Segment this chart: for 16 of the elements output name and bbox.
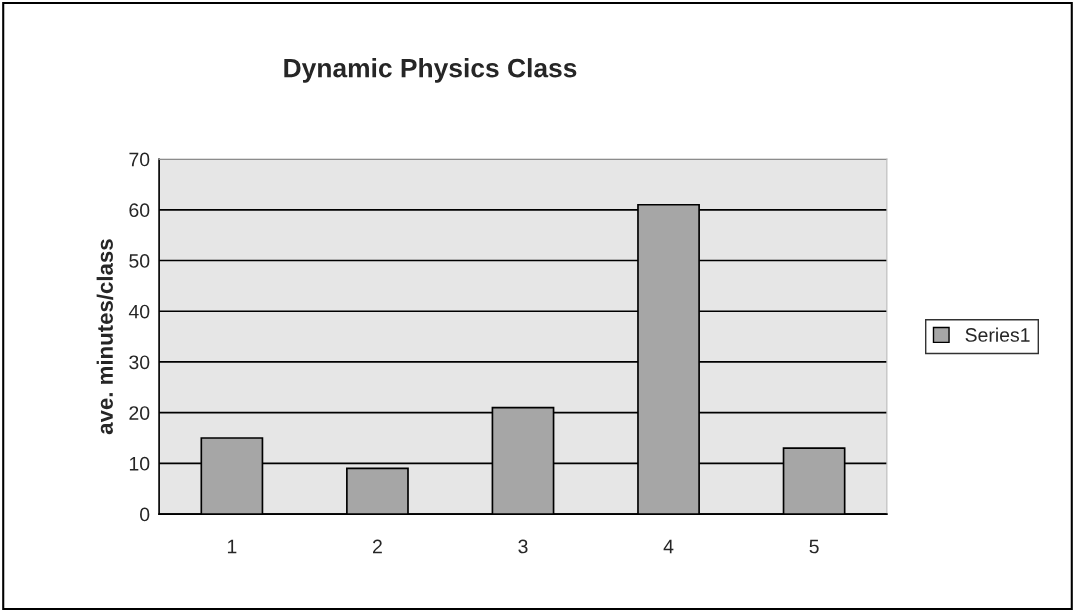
y-axis-title: ave. minutes/class bbox=[96, 239, 114, 435]
y-tick-label: 40 bbox=[128, 304, 150, 319]
x-tick-label: 4 bbox=[663, 539, 674, 554]
chart-title: Dynamic Physics Class bbox=[284, 58, 577, 83]
x-tick-label: 5 bbox=[809, 539, 819, 554]
y-tick-label: 30 bbox=[129, 355, 150, 370]
legend-label: Series1 bbox=[965, 327, 1030, 342]
y-tick-label: 20 bbox=[129, 406, 150, 420]
x-tick-label: 2 bbox=[373, 539, 382, 554]
y-tick-label: 60 bbox=[129, 203, 150, 218]
x-tick-label: 3 bbox=[518, 539, 528, 554]
x-tick-label: 1 bbox=[227, 539, 237, 554]
y-tick-label: 0 bbox=[140, 507, 150, 522]
y-tick-label: 50 bbox=[129, 254, 150, 268]
y-tick-label: 10 bbox=[129, 456, 150, 471]
y-tick-label: 70 bbox=[129, 152, 150, 167]
